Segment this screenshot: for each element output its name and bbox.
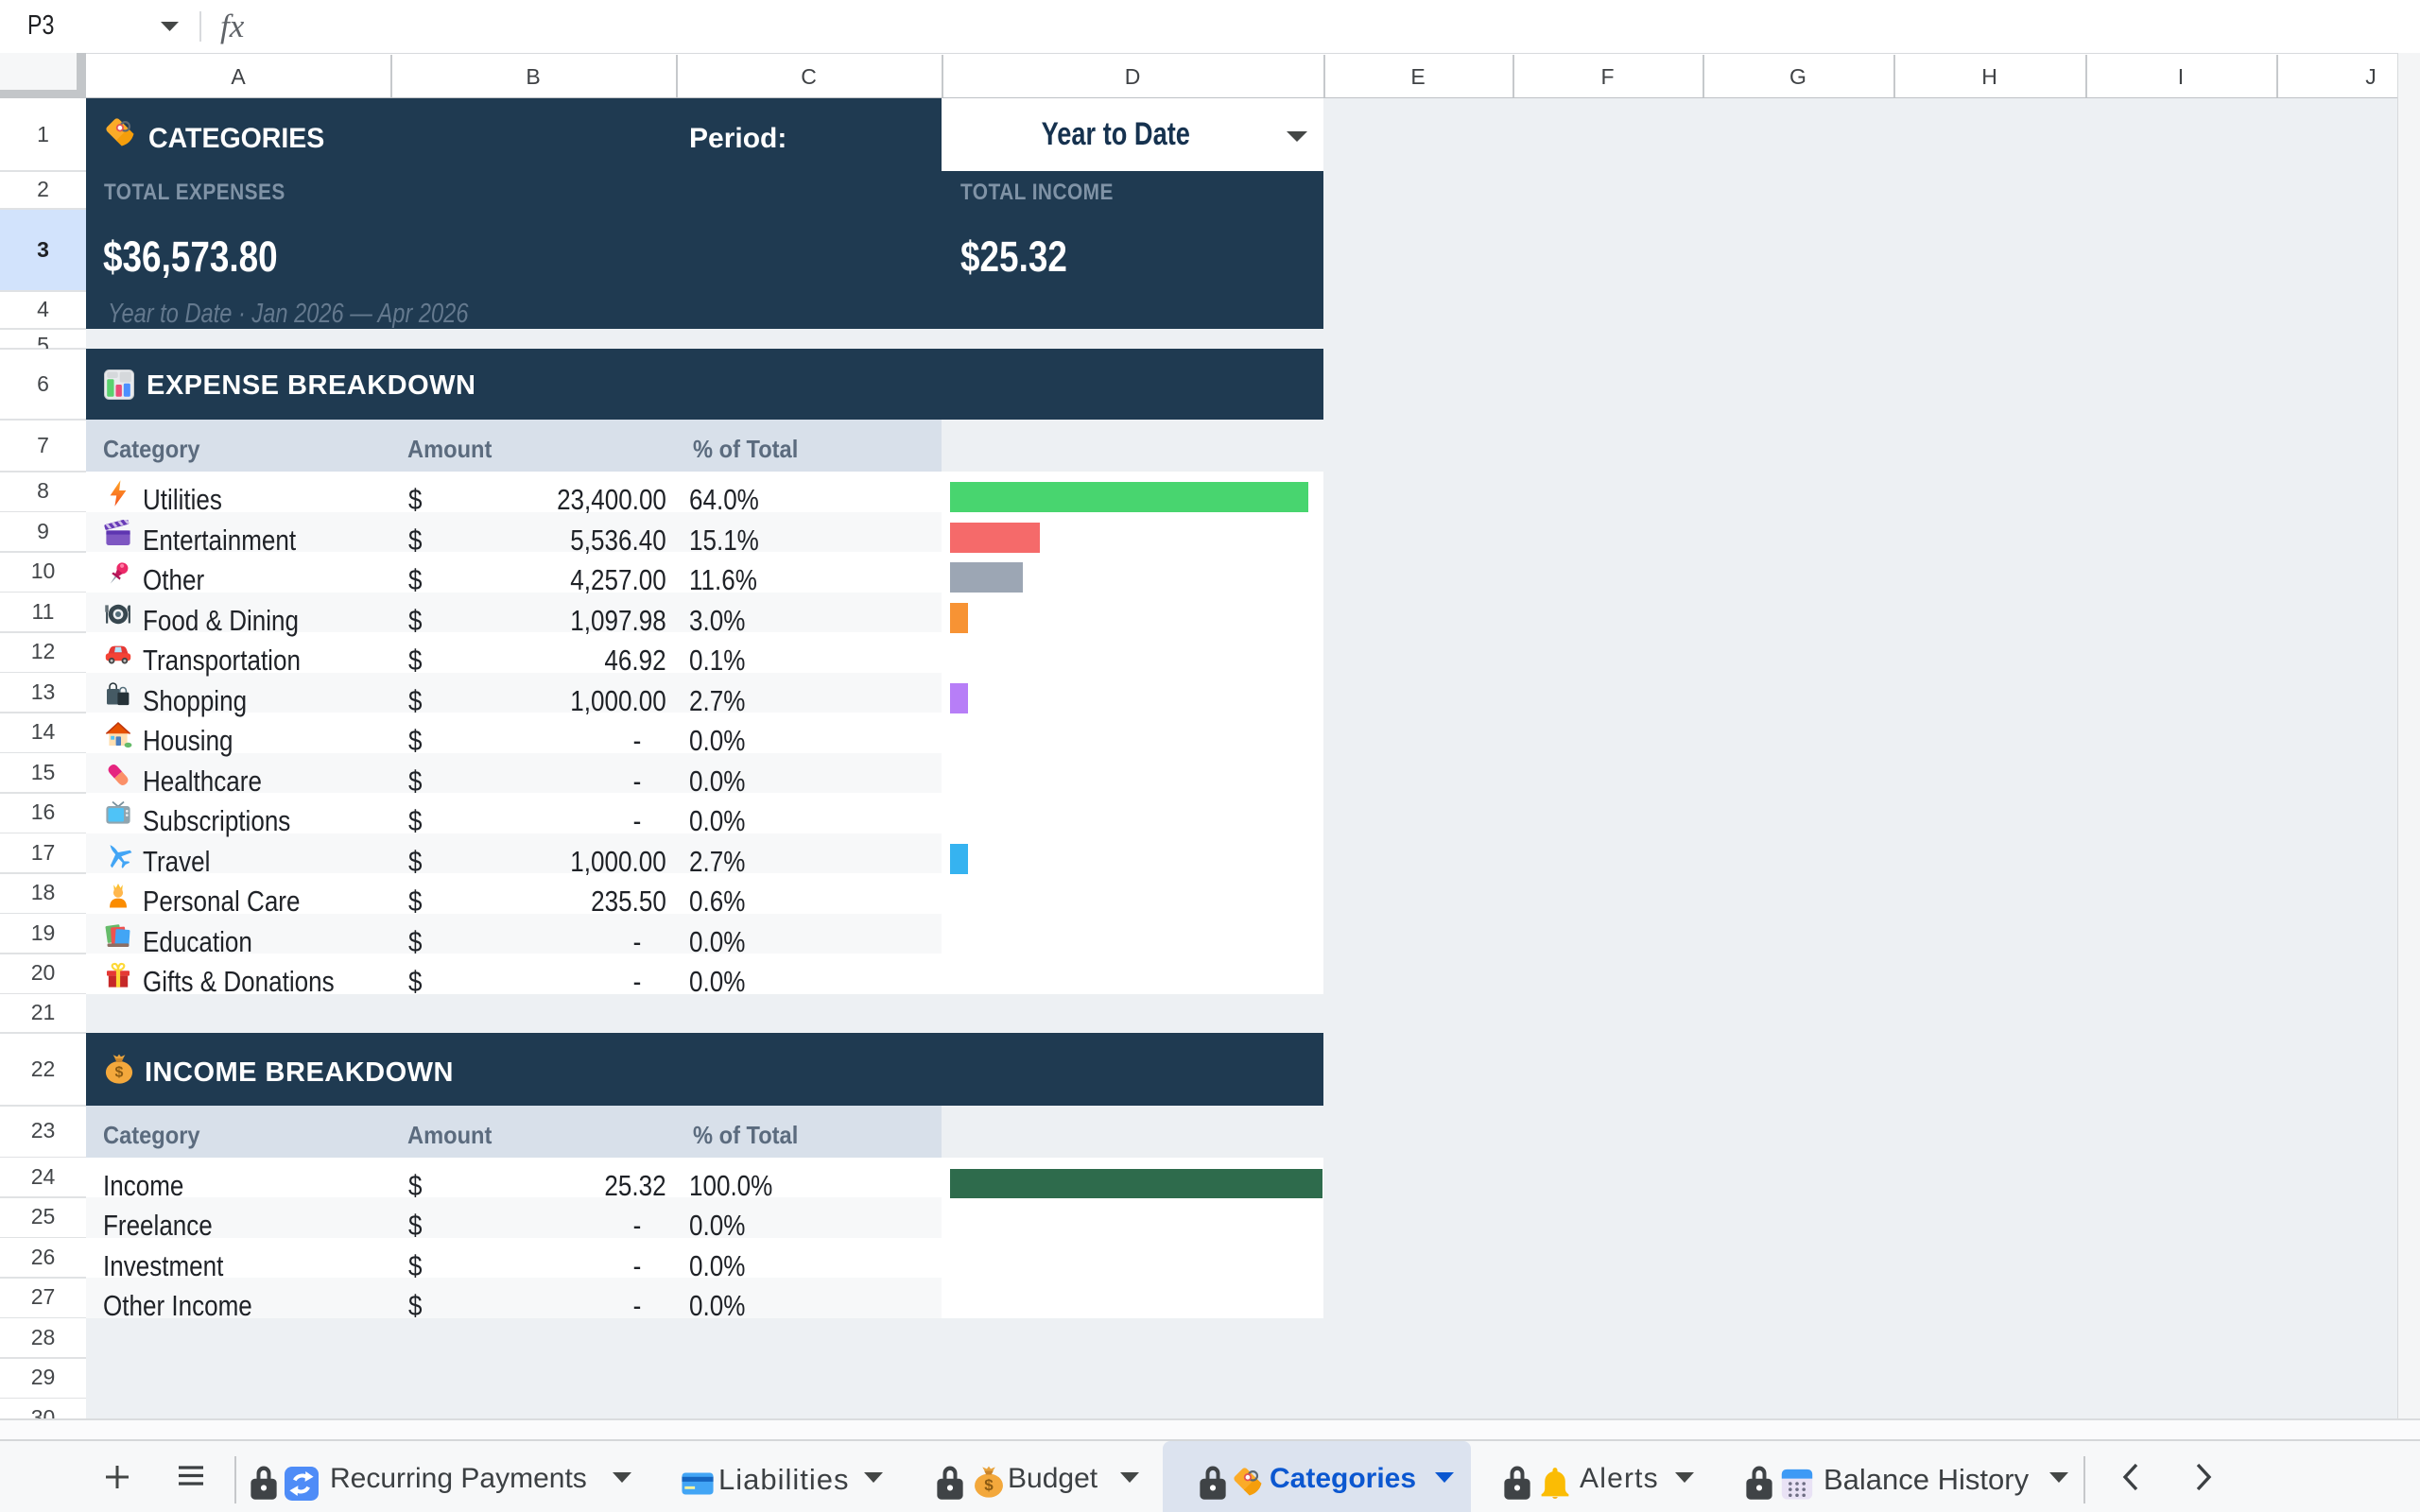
svg-text:$: $ <box>984 1476 994 1494</box>
svg-text:$: $ <box>115 1064 124 1080</box>
